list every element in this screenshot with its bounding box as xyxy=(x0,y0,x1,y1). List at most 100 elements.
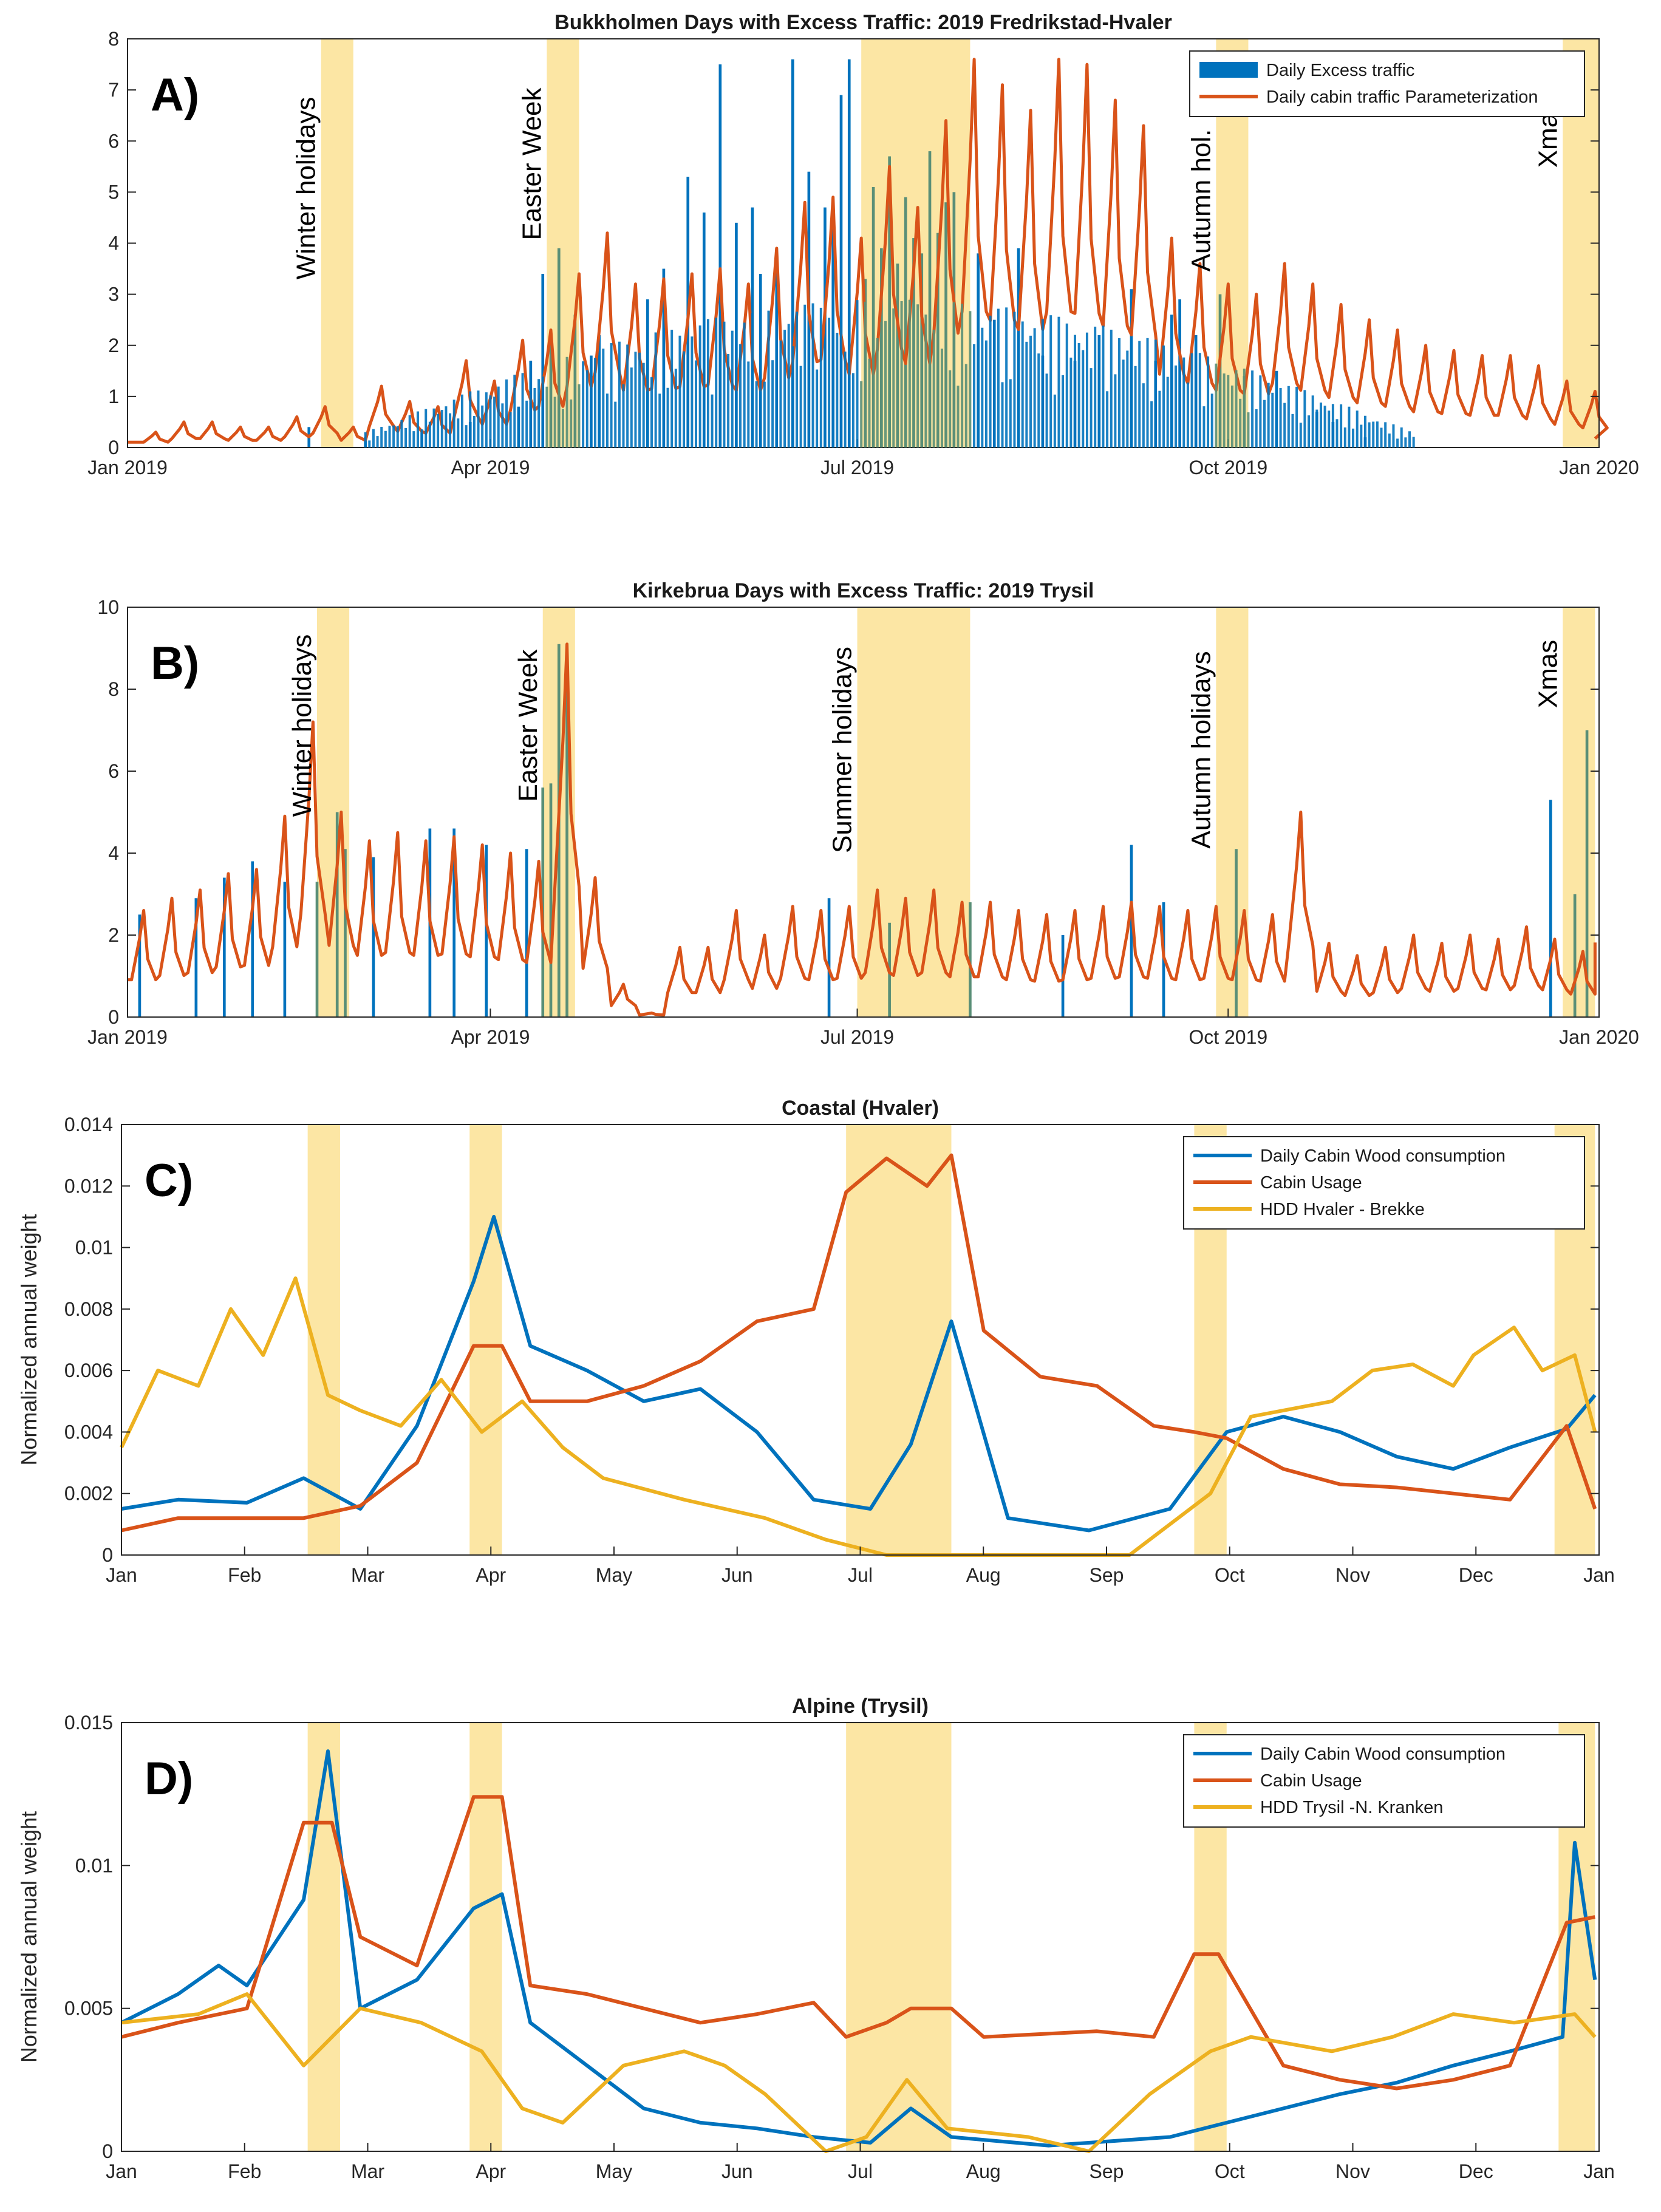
excess-traffic-bar xyxy=(795,311,798,448)
excess-traffic-bar xyxy=(1227,375,1230,448)
holiday-band xyxy=(1216,607,1249,1017)
y-tick-label: 0.01 xyxy=(75,1854,113,1876)
excess-traffic-bar xyxy=(384,430,387,448)
excess-traffic-bar xyxy=(932,329,935,448)
excess-traffic-bar xyxy=(1267,383,1270,448)
excess-traffic-bar xyxy=(1259,375,1262,448)
excess-traffic-bar xyxy=(964,364,967,448)
excess-traffic-bar xyxy=(847,59,851,448)
excess-traffic-bar xyxy=(856,300,859,448)
excess-traffic-bar xyxy=(477,390,480,448)
excess-traffic-bar xyxy=(1291,413,1294,448)
excess-traffic-bar xyxy=(1299,423,1302,448)
panel-c: 0 0.002 0.004 0.006 0.008 0.01 0.012 0.014 Jan Fe… xyxy=(16,1097,1615,1586)
x-tick-label: Oct xyxy=(1215,2160,1245,2182)
y-tick-label: 5 xyxy=(108,181,119,203)
x-tick-label: Aug xyxy=(966,1564,1001,1586)
excess-traffic-bar xyxy=(1207,356,1210,448)
excess-traffic-bar xyxy=(1025,341,1028,448)
excess-traffic-bar xyxy=(388,426,391,448)
x-tick-label: Nov xyxy=(1335,2160,1370,2182)
excess-traffic-bar xyxy=(993,360,996,448)
excess-traffic-bar xyxy=(739,344,742,448)
excess-traffic-bar xyxy=(521,373,524,448)
holiday-band xyxy=(469,1125,502,1555)
excess-traffic-bar xyxy=(715,318,718,448)
excess-traffic-bar xyxy=(1408,431,1411,448)
excess-traffic-bar xyxy=(449,413,452,448)
cabin-traffic-line xyxy=(128,58,1609,444)
excess-traffic-bar xyxy=(836,333,839,448)
y-tick-label: 6 xyxy=(108,130,119,152)
excess-traffic-bar xyxy=(678,335,681,448)
x-tick-label: Jul 2019 xyxy=(820,1026,894,1048)
excess-traffic-bar xyxy=(541,788,545,1017)
excess-traffic-bar xyxy=(819,307,822,448)
excess-traffic-bar xyxy=(614,401,617,448)
excess-traffic-bar xyxy=(1549,800,1552,1017)
excess-traffic-bar xyxy=(695,360,697,448)
legend-entry: Daily Cabin Wood consumption xyxy=(1260,1146,1506,1166)
excess-traffic-bar xyxy=(973,344,976,448)
y-axis-label: Normalized annual weight xyxy=(16,1214,41,1465)
excess-traffic-bar xyxy=(892,308,895,448)
excess-traffic-bar xyxy=(457,418,460,448)
excess-traffic-bar xyxy=(1235,849,1238,1017)
excess-traffic-bar xyxy=(573,357,576,448)
excess-traffic-bar xyxy=(489,395,492,448)
excess-traffic-bar xyxy=(565,644,568,1017)
excess-traffic-bar xyxy=(1017,359,1020,448)
excess-traffic-bar xyxy=(1311,395,1314,448)
y-tick-label: 2 xyxy=(108,335,119,356)
excess-traffic-bar xyxy=(602,349,605,448)
panel-label: A) xyxy=(151,69,199,121)
excess-traffic-bar xyxy=(408,415,411,448)
excess-traffic-bar xyxy=(529,374,532,448)
excess-traffic-bar xyxy=(662,328,665,448)
excess-traffic-bar xyxy=(936,316,940,448)
excess-traffic-bar xyxy=(1328,410,1331,448)
x-tick-label: Jun xyxy=(721,2160,753,2182)
excess-traffic-bar xyxy=(1077,343,1080,448)
holiday-label: Autumn holidays xyxy=(1186,651,1216,848)
excess-traffic-bar xyxy=(783,330,786,448)
x-tick-label: Sep xyxy=(1090,1564,1124,1586)
y-tick-label: 3 xyxy=(108,284,119,305)
x-tick-label: Apr xyxy=(476,1564,506,1586)
excess-traffic-bar xyxy=(1251,370,1254,448)
x-tick-label: Jan 2020 xyxy=(1559,457,1639,478)
excess-traffic-bar xyxy=(723,321,726,448)
excess-traffic-bar xyxy=(1585,730,1589,1017)
excess-traffic-bar xyxy=(525,400,528,448)
excess-traffic-bar xyxy=(1195,398,1198,448)
excess-traffic-bar xyxy=(848,304,851,448)
excess-traffic-bar xyxy=(779,340,782,448)
excess-traffic-bar xyxy=(718,64,722,448)
x-tick-label: May xyxy=(596,1564,632,1586)
excess-traffic-bar xyxy=(1190,353,1193,448)
excess-traffic-bar xyxy=(412,431,415,448)
y-tick-label: 0.014 xyxy=(64,1114,113,1135)
excess-traffic-bar xyxy=(1308,415,1311,448)
excess-traffic-bar xyxy=(839,314,842,448)
panel-label: B) xyxy=(151,638,199,689)
excess-traffic-bar xyxy=(924,315,927,448)
excess-traffic-bar xyxy=(811,303,814,448)
chart-title: Coastal (Hvaler) xyxy=(782,1097,939,1120)
excess-traffic-bar xyxy=(703,377,706,448)
x-tick-label: Jan xyxy=(1583,1564,1615,1586)
excess-traffic-bar xyxy=(610,343,613,448)
excess-traffic-bar xyxy=(1138,341,1141,448)
y-tick-label: 6 xyxy=(108,760,119,782)
excess-traffic-bar xyxy=(416,411,419,448)
excess-traffic-bar xyxy=(222,877,226,1017)
excess-traffic-bar xyxy=(1118,338,1121,448)
legend-entry: Daily Cabin Wood consumption xyxy=(1260,1744,1506,1764)
excess-traffic-bar xyxy=(638,352,641,448)
excess-traffic-bar xyxy=(799,366,802,448)
excess-traffic-bar xyxy=(1162,345,1165,448)
excess-traffic-bar xyxy=(1062,375,1065,448)
excess-traffic-bar xyxy=(735,222,738,448)
excess-traffic-bar xyxy=(1126,350,1129,448)
excess-traffic-bar xyxy=(706,319,709,448)
